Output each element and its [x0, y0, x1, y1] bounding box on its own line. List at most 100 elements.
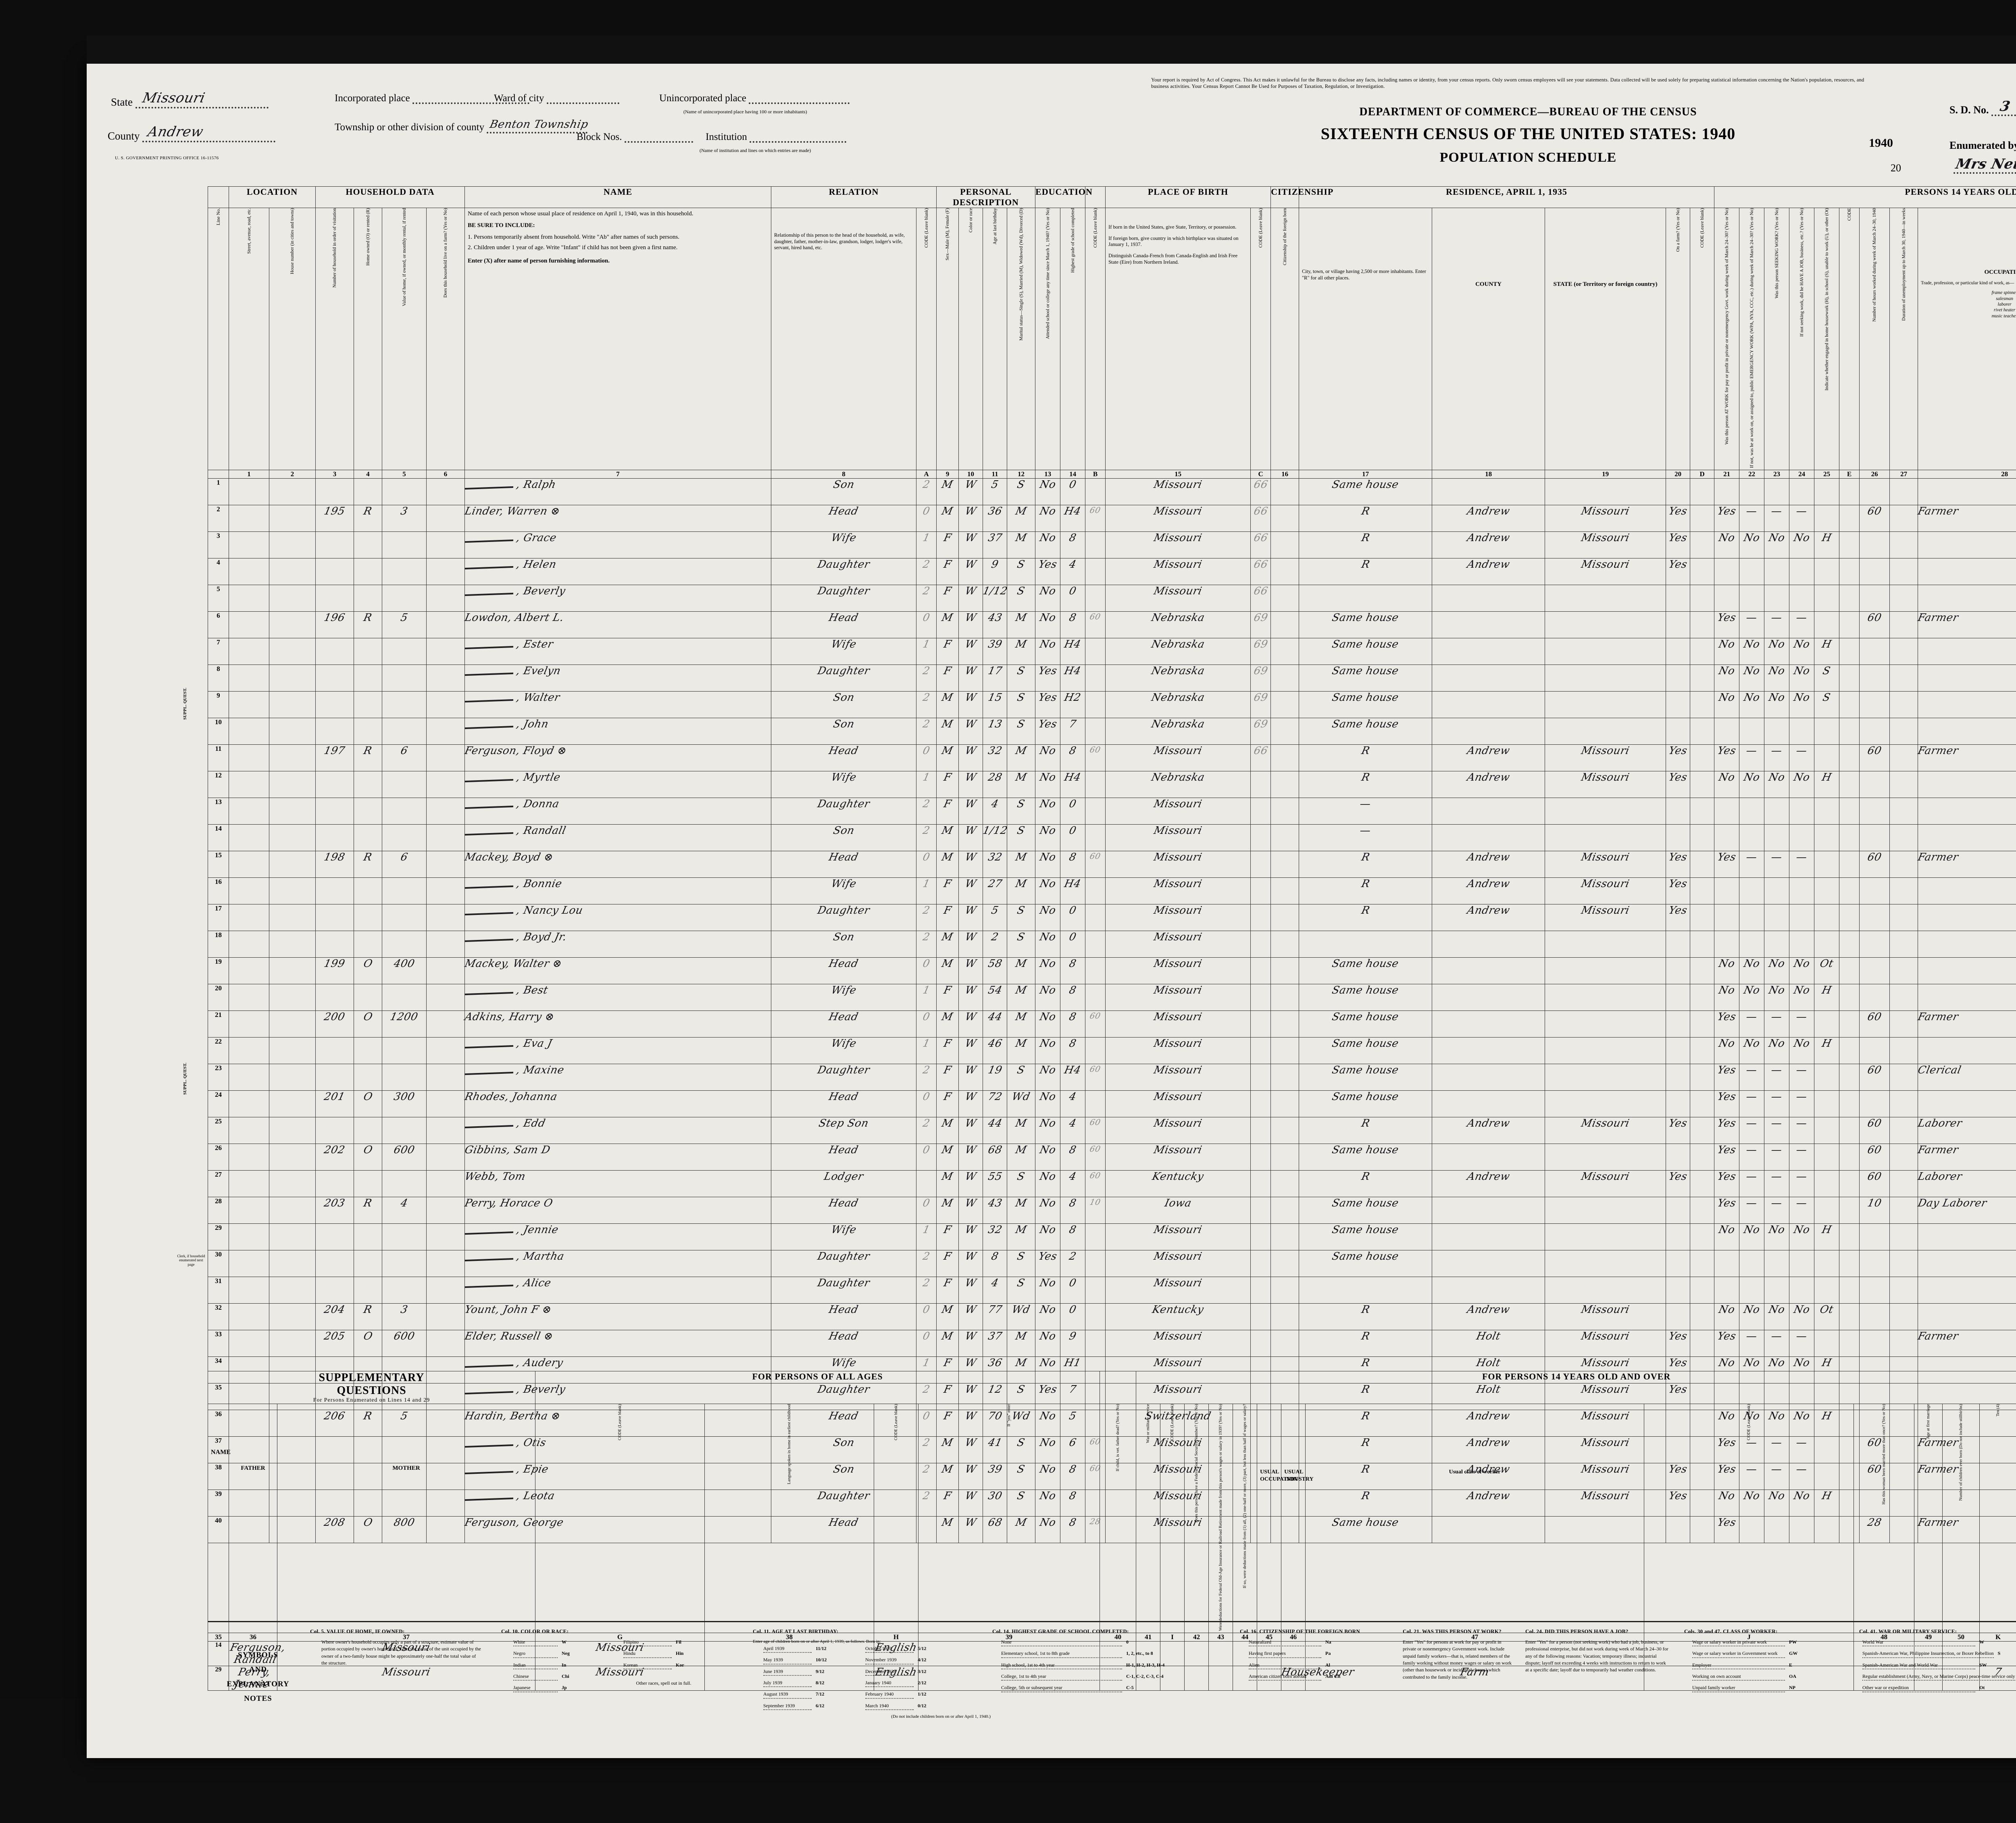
cell-c11[interactable]: 43: [983, 1196, 1008, 1224]
cell-c28[interactable]: [1918, 638, 2016, 665]
cell-c26[interactable]: 60: [1859, 504, 1890, 532]
cell-c6[interactable]: [426, 691, 465, 718]
cell-cline[interactable]: 9: [208, 691, 229, 718]
cell-c26[interactable]: [1859, 877, 1890, 904]
supp-cell-45[interactable]: [1257, 1641, 1282, 1666]
cell-c6[interactable]: [426, 983, 465, 1011]
cell-c27[interactable]: [1889, 638, 1918, 665]
cell-c9[interactable]: M: [936, 691, 959, 718]
cell-cC[interactable]: [1250, 1276, 1271, 1304]
cell-c12[interactable]: S: [1007, 930, 1036, 958]
cell-c16[interactable]: [1270, 1276, 1300, 1304]
cell-cC[interactable]: 66: [1250, 504, 1271, 532]
cell-c21[interactable]: Yes: [1714, 1329, 1740, 1357]
cell-c10[interactable]: W: [958, 797, 983, 825]
cell-c15[interactable]: Missouri: [1105, 744, 1251, 771]
cell-c6[interactable]: [426, 584, 465, 612]
cell-c16[interactable]: [1270, 504, 1300, 532]
cell-c3[interactable]: [315, 1117, 354, 1144]
cell-c25[interactable]: [1814, 824, 1840, 851]
cell-cC[interactable]: [1250, 1037, 1271, 1064]
cell-cD[interactable]: [1690, 1010, 1715, 1038]
cell-c13[interactable]: No: [1035, 930, 1061, 958]
cell-c15[interactable]: Missouri: [1105, 1223, 1251, 1250]
cell-c16[interactable]: [1270, 797, 1300, 825]
cell-cE[interactable]: [1839, 531, 1860, 558]
cell-c4[interactable]: [354, 478, 383, 505]
cell-c21[interactable]: Yes: [1714, 1090, 1740, 1117]
cell-c11[interactable]: 8: [983, 1250, 1008, 1277]
cell-c2[interactable]: [269, 584, 316, 612]
cell-c7[interactable]: , Martha: [464, 1250, 772, 1277]
cell-c21[interactable]: [1714, 904, 1740, 931]
cell-cA[interactable]: 2: [916, 691, 937, 718]
cell-c5[interactable]: [382, 531, 427, 558]
cell-c21[interactable]: [1714, 824, 1740, 851]
cell-c21[interactable]: [1714, 584, 1740, 612]
cell-cE[interactable]: [1839, 1276, 1860, 1304]
cell-c21[interactable]: Yes: [1714, 744, 1740, 771]
cell-c7[interactable]: , Bonnie: [464, 877, 772, 904]
cell-c2[interactable]: [269, 531, 316, 558]
cell-c21[interactable]: No: [1714, 957, 1740, 984]
cell-c1[interactable]: [229, 478, 269, 505]
cell-c10[interactable]: W: [958, 611, 983, 638]
cell-c16[interactable]: [1270, 877, 1300, 904]
cell-c11[interactable]: 44: [983, 1117, 1008, 1144]
cell-c10[interactable]: W: [958, 1250, 983, 1277]
cell-c10[interactable]: W: [958, 1143, 983, 1171]
cell-c19[interactable]: [1545, 1063, 1666, 1091]
table-row[interactable]: 16, Bonnie Wife 1 F W 27 M No H4 Missouri R Andrew M…: [208, 877, 2016, 904]
cell-c4[interactable]: [354, 877, 383, 904]
cell-c2[interactable]: [269, 717, 316, 745]
cell-c26[interactable]: [1859, 957, 1890, 984]
cell-c7[interactable]: , Donna: [464, 797, 772, 825]
cell-c3[interactable]: 199: [315, 957, 354, 984]
cell-c14[interactable]: H4: [1060, 771, 1086, 798]
cell-c25[interactable]: H: [1814, 983, 1840, 1011]
cell-c16[interactable]: [1270, 531, 1300, 558]
cell-c24[interactable]: —: [1789, 504, 1815, 532]
table-row[interactable]: 9, Walter Son 2 M W 15 S Yes H2 Nebraska 69 Same ho…: [208, 691, 2016, 718]
cell-c17[interactable]: R: [1299, 744, 1433, 771]
cell-c22[interactable]: No: [1739, 531, 1765, 558]
cell-c8[interactable]: Wife: [771, 1037, 917, 1064]
cell-c12[interactable]: S: [1007, 797, 1036, 825]
cell-cC[interactable]: [1250, 797, 1271, 825]
cell-c12[interactable]: M: [1007, 850, 1036, 878]
cell-c5[interactable]: [382, 478, 427, 505]
cell-c11[interactable]: 13: [983, 717, 1008, 745]
cell-c8[interactable]: Head: [771, 1196, 917, 1224]
cell-c25[interactable]: [1814, 930, 1840, 958]
cell-c10[interactable]: W: [958, 957, 983, 984]
cell-c4[interactable]: [354, 1250, 383, 1277]
cell-cE[interactable]: [1839, 1170, 1860, 1197]
supp-cell-43[interactable]: [1208, 1665, 1233, 1691]
cell-c10[interactable]: W: [958, 904, 983, 931]
cell-c14[interactable]: 8: [1060, 1037, 1086, 1064]
cell-c24[interactable]: [1789, 1276, 1815, 1304]
cell-c9[interactable]: M: [936, 717, 959, 745]
cell-c10[interactable]: W: [958, 1223, 983, 1250]
table-row[interactable]: 24 201 O 300 Rhodes, Johanna Head 0 F W 72 Wd No 4 Mi…: [208, 1090, 2016, 1117]
cell-c16[interactable]: [1270, 1170, 1300, 1197]
cell-c5[interactable]: [382, 638, 427, 665]
cell-c24[interactable]: [1789, 1250, 1815, 1277]
cell-c27[interactable]: [1889, 531, 1918, 558]
cell-c4[interactable]: [354, 584, 383, 612]
cell-cD[interactable]: [1690, 744, 1715, 771]
table-row[interactable]: 12, Myrtle Wife 1 F W 28 M No H4 Nebraska R Andrew M…: [208, 771, 2016, 798]
cell-cB[interactable]: [1085, 1303, 1106, 1330]
cell-c12[interactable]: S: [1007, 558, 1036, 585]
cell-c17[interactable]: R: [1299, 1117, 1433, 1144]
table-row[interactable]: 23, Maxine Daughter 2 F W 19 S No H4 60 Missouri Sa…: [208, 1063, 2016, 1091]
cell-c9[interactable]: F: [936, 638, 959, 665]
cell-c18[interactable]: [1432, 584, 1545, 612]
cell-c7[interactable]: , Eva J: [464, 1037, 772, 1064]
cell-c1[interactable]: [229, 1063, 269, 1091]
cell-c13[interactable]: No: [1035, 1117, 1061, 1144]
cell-c22[interactable]: —: [1739, 1063, 1765, 1091]
cell-c21[interactable]: No: [1714, 1303, 1740, 1330]
cell-c28[interactable]: [1918, 957, 2016, 984]
cell-c16[interactable]: [1270, 957, 1300, 984]
